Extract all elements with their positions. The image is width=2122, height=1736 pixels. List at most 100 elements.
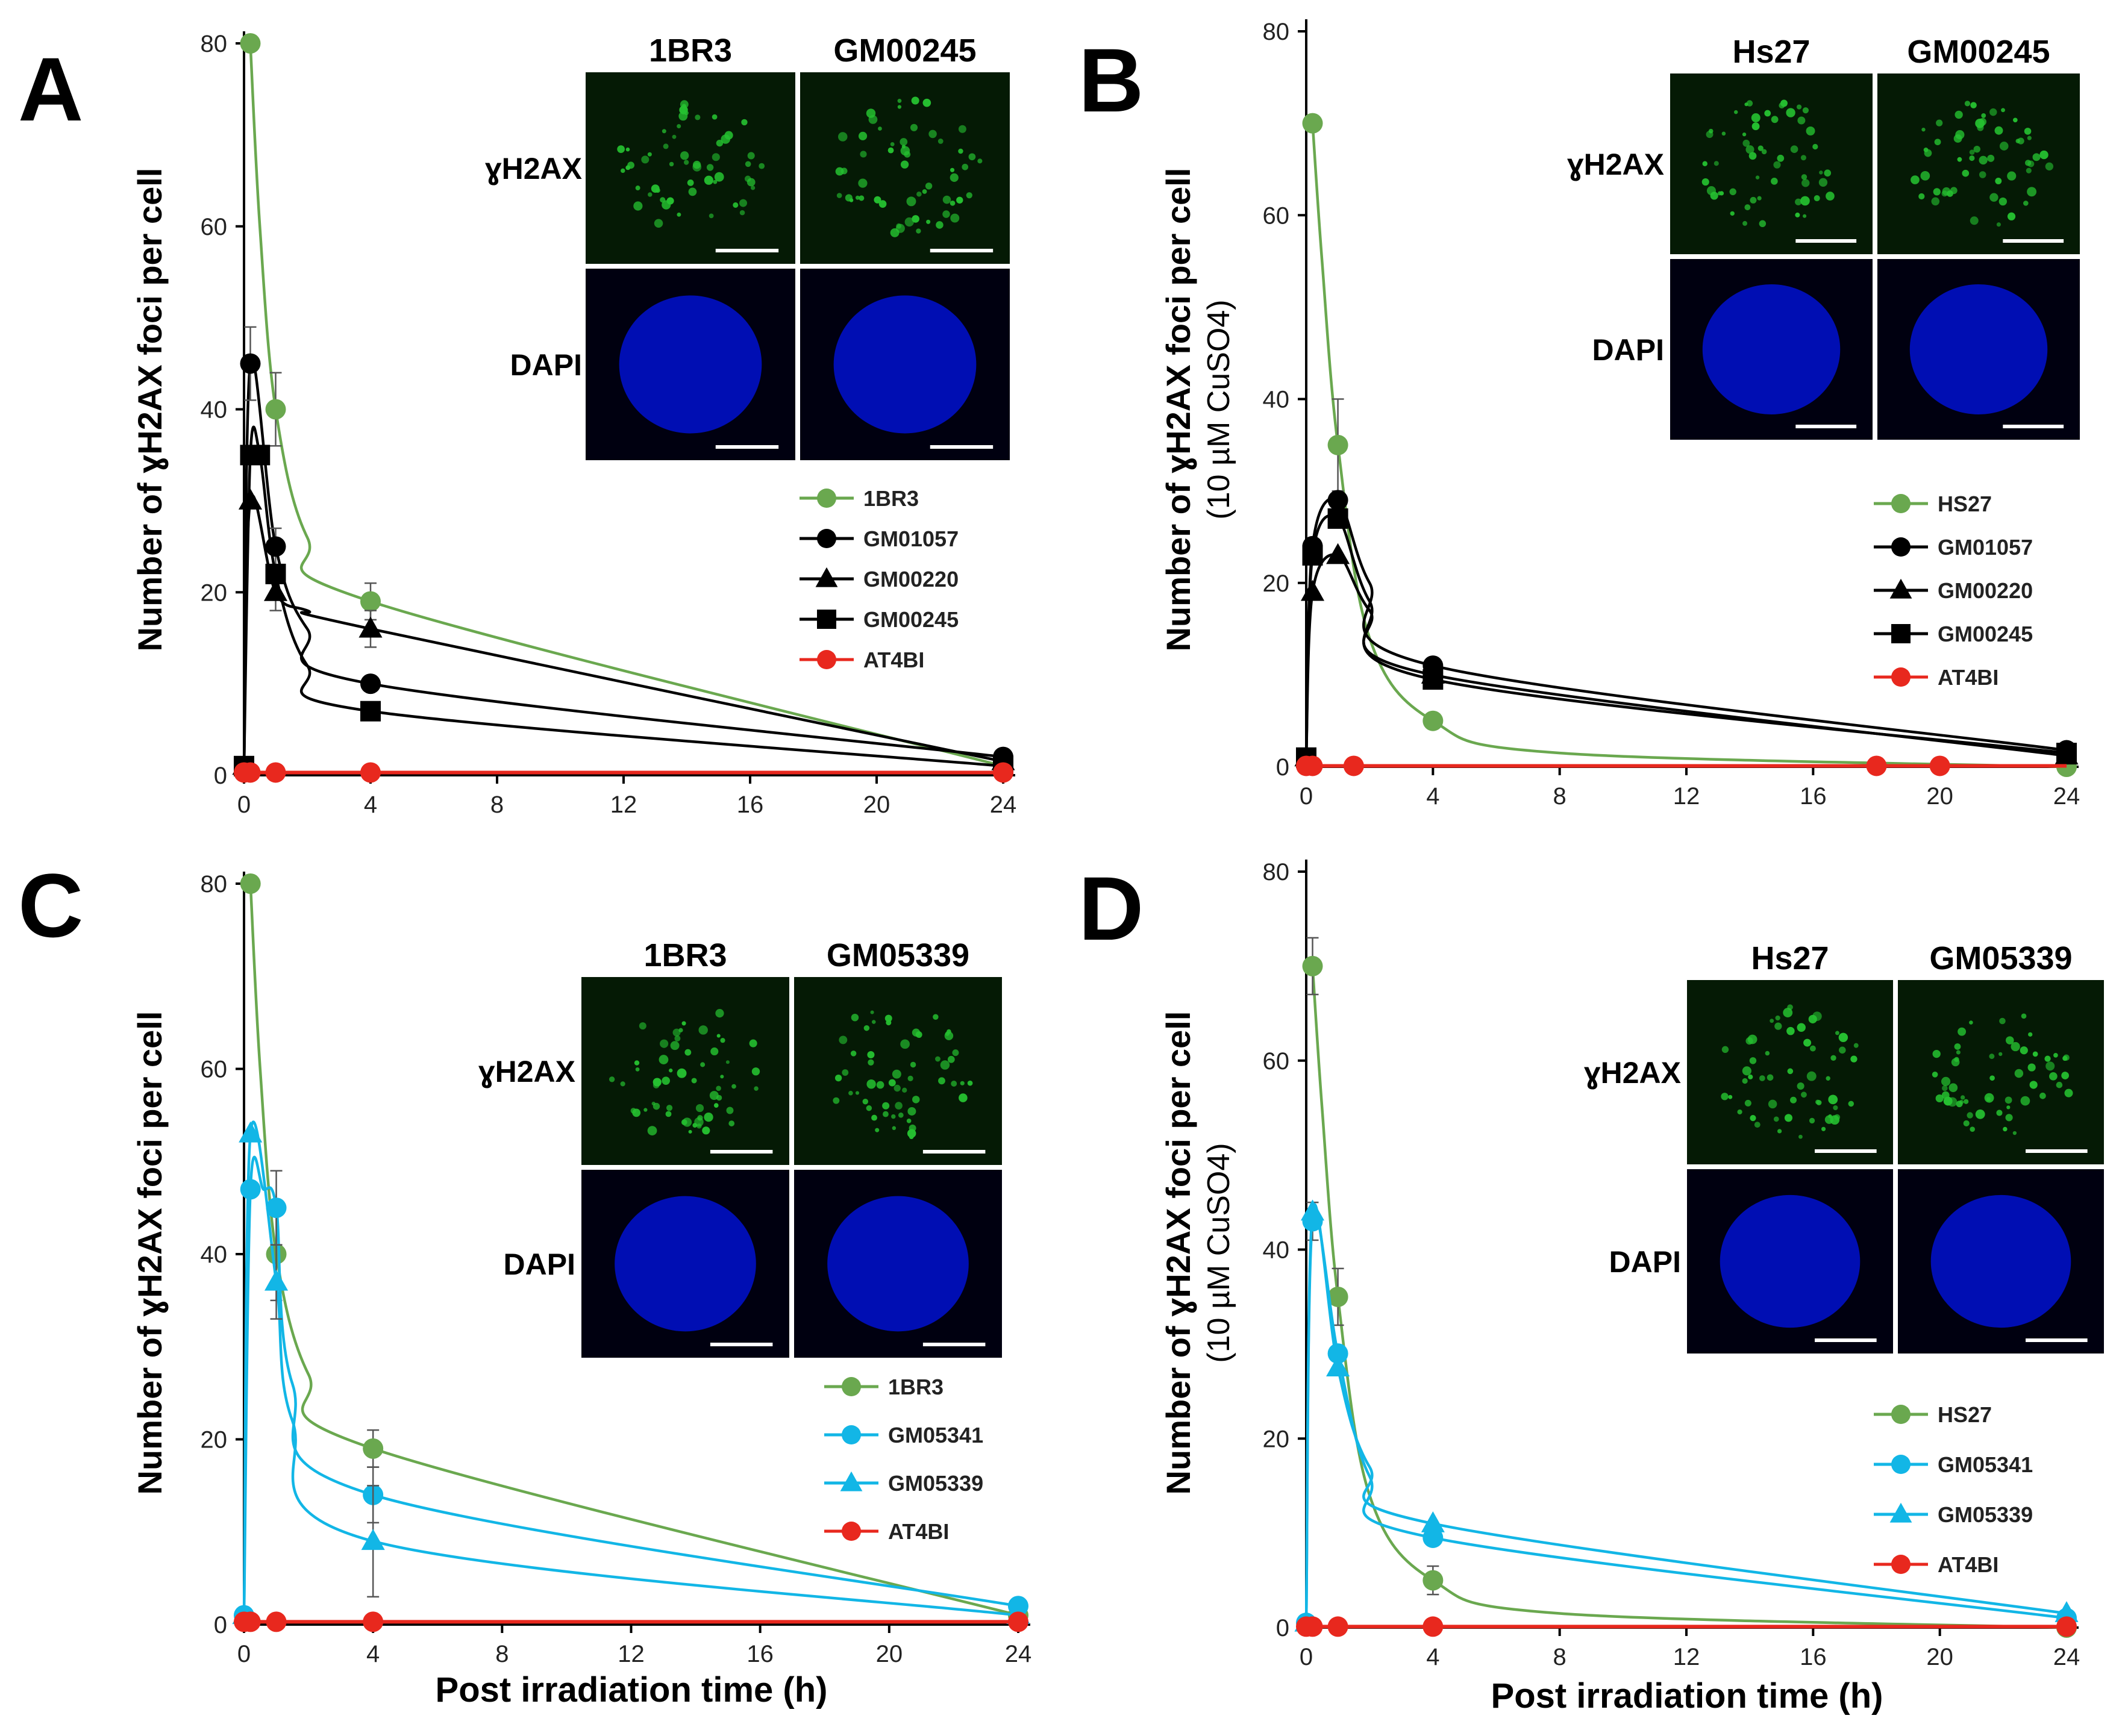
data-point <box>1300 579 1325 601</box>
foci-spot <box>695 114 701 120</box>
foci-spot <box>677 212 681 217</box>
foci-spot <box>749 1039 757 1048</box>
foci-spot <box>937 139 944 144</box>
data-point <box>1327 434 1348 455</box>
foci-spot <box>866 1079 876 1089</box>
foci-spot <box>882 1102 890 1110</box>
foci-spot <box>1797 116 1806 125</box>
foci-spot <box>621 168 625 173</box>
foci-spot <box>902 1087 907 1093</box>
data-point <box>2055 1601 2079 1622</box>
x-tick-label: 4 <box>364 792 377 818</box>
x-axis-label: Post irradiation time (h) <box>436 1670 828 1709</box>
nucleus <box>1702 284 1841 414</box>
foci-spot <box>835 167 844 176</box>
foci-spot <box>2024 128 2032 135</box>
x-tick-label: 24 <box>990 792 1017 818</box>
foci-spot <box>1750 196 1757 204</box>
foci-spot <box>1996 222 2001 227</box>
image-row-label: ɣH2AX <box>1567 148 1664 181</box>
chart-panel-d: D 0 20 40 60 80 0 4 8 12 16 20 24 Number of ɣH2AX foc… <box>1078 858 2104 1670</box>
foci-spot <box>2027 160 2035 167</box>
legend-marker <box>1891 667 1911 687</box>
data-point <box>361 1529 385 1550</box>
foci-spot <box>1995 178 2002 184</box>
gh2ax-image <box>1670 73 1873 254</box>
foci-spot <box>1803 214 1807 218</box>
foci-spot <box>1941 190 1948 197</box>
foci-spot <box>950 213 960 223</box>
legend-label: AT4BI <box>888 1519 949 1544</box>
x-tick-label: 0 <box>1300 783 1313 810</box>
gh2ax-image <box>794 977 1002 1165</box>
foci-spot <box>911 96 919 105</box>
legend-marker <box>842 1377 861 1396</box>
foci-spot <box>2007 212 2016 220</box>
foci-spot <box>706 164 714 171</box>
foci-spot <box>868 115 878 124</box>
foci-spot <box>721 134 731 144</box>
foci-spot <box>1955 130 1965 140</box>
image-column-label: Hs27 <box>1732 34 1810 70</box>
series-line <box>1304 553 2067 758</box>
foci-spot <box>2039 1092 2046 1099</box>
foci-spot <box>1750 1114 1756 1122</box>
foci-spot <box>1809 1045 1816 1052</box>
foci-spot <box>874 196 881 204</box>
x-tick-label: 0 <box>237 792 251 818</box>
foci-spot <box>713 180 718 184</box>
legend-item: GM00245 <box>1874 622 2033 646</box>
legend: 1BR3 GM01057 GM00220 GM00245 AT4BI <box>800 486 959 672</box>
foci-spot <box>1814 195 1820 202</box>
foci-spot <box>1800 155 1806 161</box>
legend-marker <box>817 650 836 669</box>
foci-spot <box>1824 1115 1834 1124</box>
foci-spot <box>850 1051 857 1057</box>
foci-spot <box>959 1093 968 1102</box>
foci-spot <box>862 1099 869 1105</box>
y-axis-sublabel: (10 µM CuSO4) <box>1201 1143 1236 1363</box>
image-background <box>586 72 795 264</box>
foci-spot <box>1833 1105 1838 1111</box>
foci-spot <box>692 1123 698 1128</box>
foci-spot <box>1767 1074 1774 1081</box>
foci-spot <box>912 1096 920 1104</box>
foci-spot <box>868 1059 874 1066</box>
dapi-image <box>586 269 795 460</box>
foci-spot <box>1994 126 2003 135</box>
data-point <box>1302 755 1323 776</box>
foci-spot <box>2027 136 2032 140</box>
foci-spot <box>1784 1114 1792 1122</box>
foci-spot <box>1744 1099 1751 1107</box>
foci-spot <box>1998 197 2007 206</box>
foci-spot <box>1998 1052 2003 1057</box>
foci-spot <box>680 151 689 160</box>
x-tick-label: 24 <box>2053 1644 2080 1670</box>
foci-spot <box>848 1090 853 1096</box>
nucleus <box>833 295 977 434</box>
foci-spot <box>1931 197 1940 206</box>
y-tick-label: 40 <box>201 1241 228 1268</box>
legend-item: HS27 <box>1874 492 1992 516</box>
foci-spot <box>904 217 914 227</box>
series-line <box>242 357 1004 766</box>
data-point <box>1302 955 1323 976</box>
foci-spot <box>2063 1054 2070 1061</box>
foci-spot <box>855 195 860 200</box>
foci-spot <box>1934 139 1941 146</box>
y-tick-label: 0 <box>1276 1615 1289 1641</box>
legend-item: GM05339 <box>824 1471 983 1496</box>
foci-spot <box>1733 110 1738 114</box>
foci-spot <box>1759 1075 1765 1081</box>
foci-spot <box>669 1068 673 1073</box>
foci-spot <box>1947 190 1953 197</box>
foci-spot <box>1773 161 1781 169</box>
foci-spot <box>1728 1094 1733 1099</box>
foci-spot <box>1812 143 1818 150</box>
foci-spot <box>653 1078 662 1087</box>
image-column-label: GM05339 <box>1929 940 2072 976</box>
series-line <box>249 43 1004 767</box>
foci-spot <box>1775 1015 1780 1021</box>
legend-label: GM05339 <box>1938 1502 2033 1527</box>
foci-spot <box>890 142 895 146</box>
